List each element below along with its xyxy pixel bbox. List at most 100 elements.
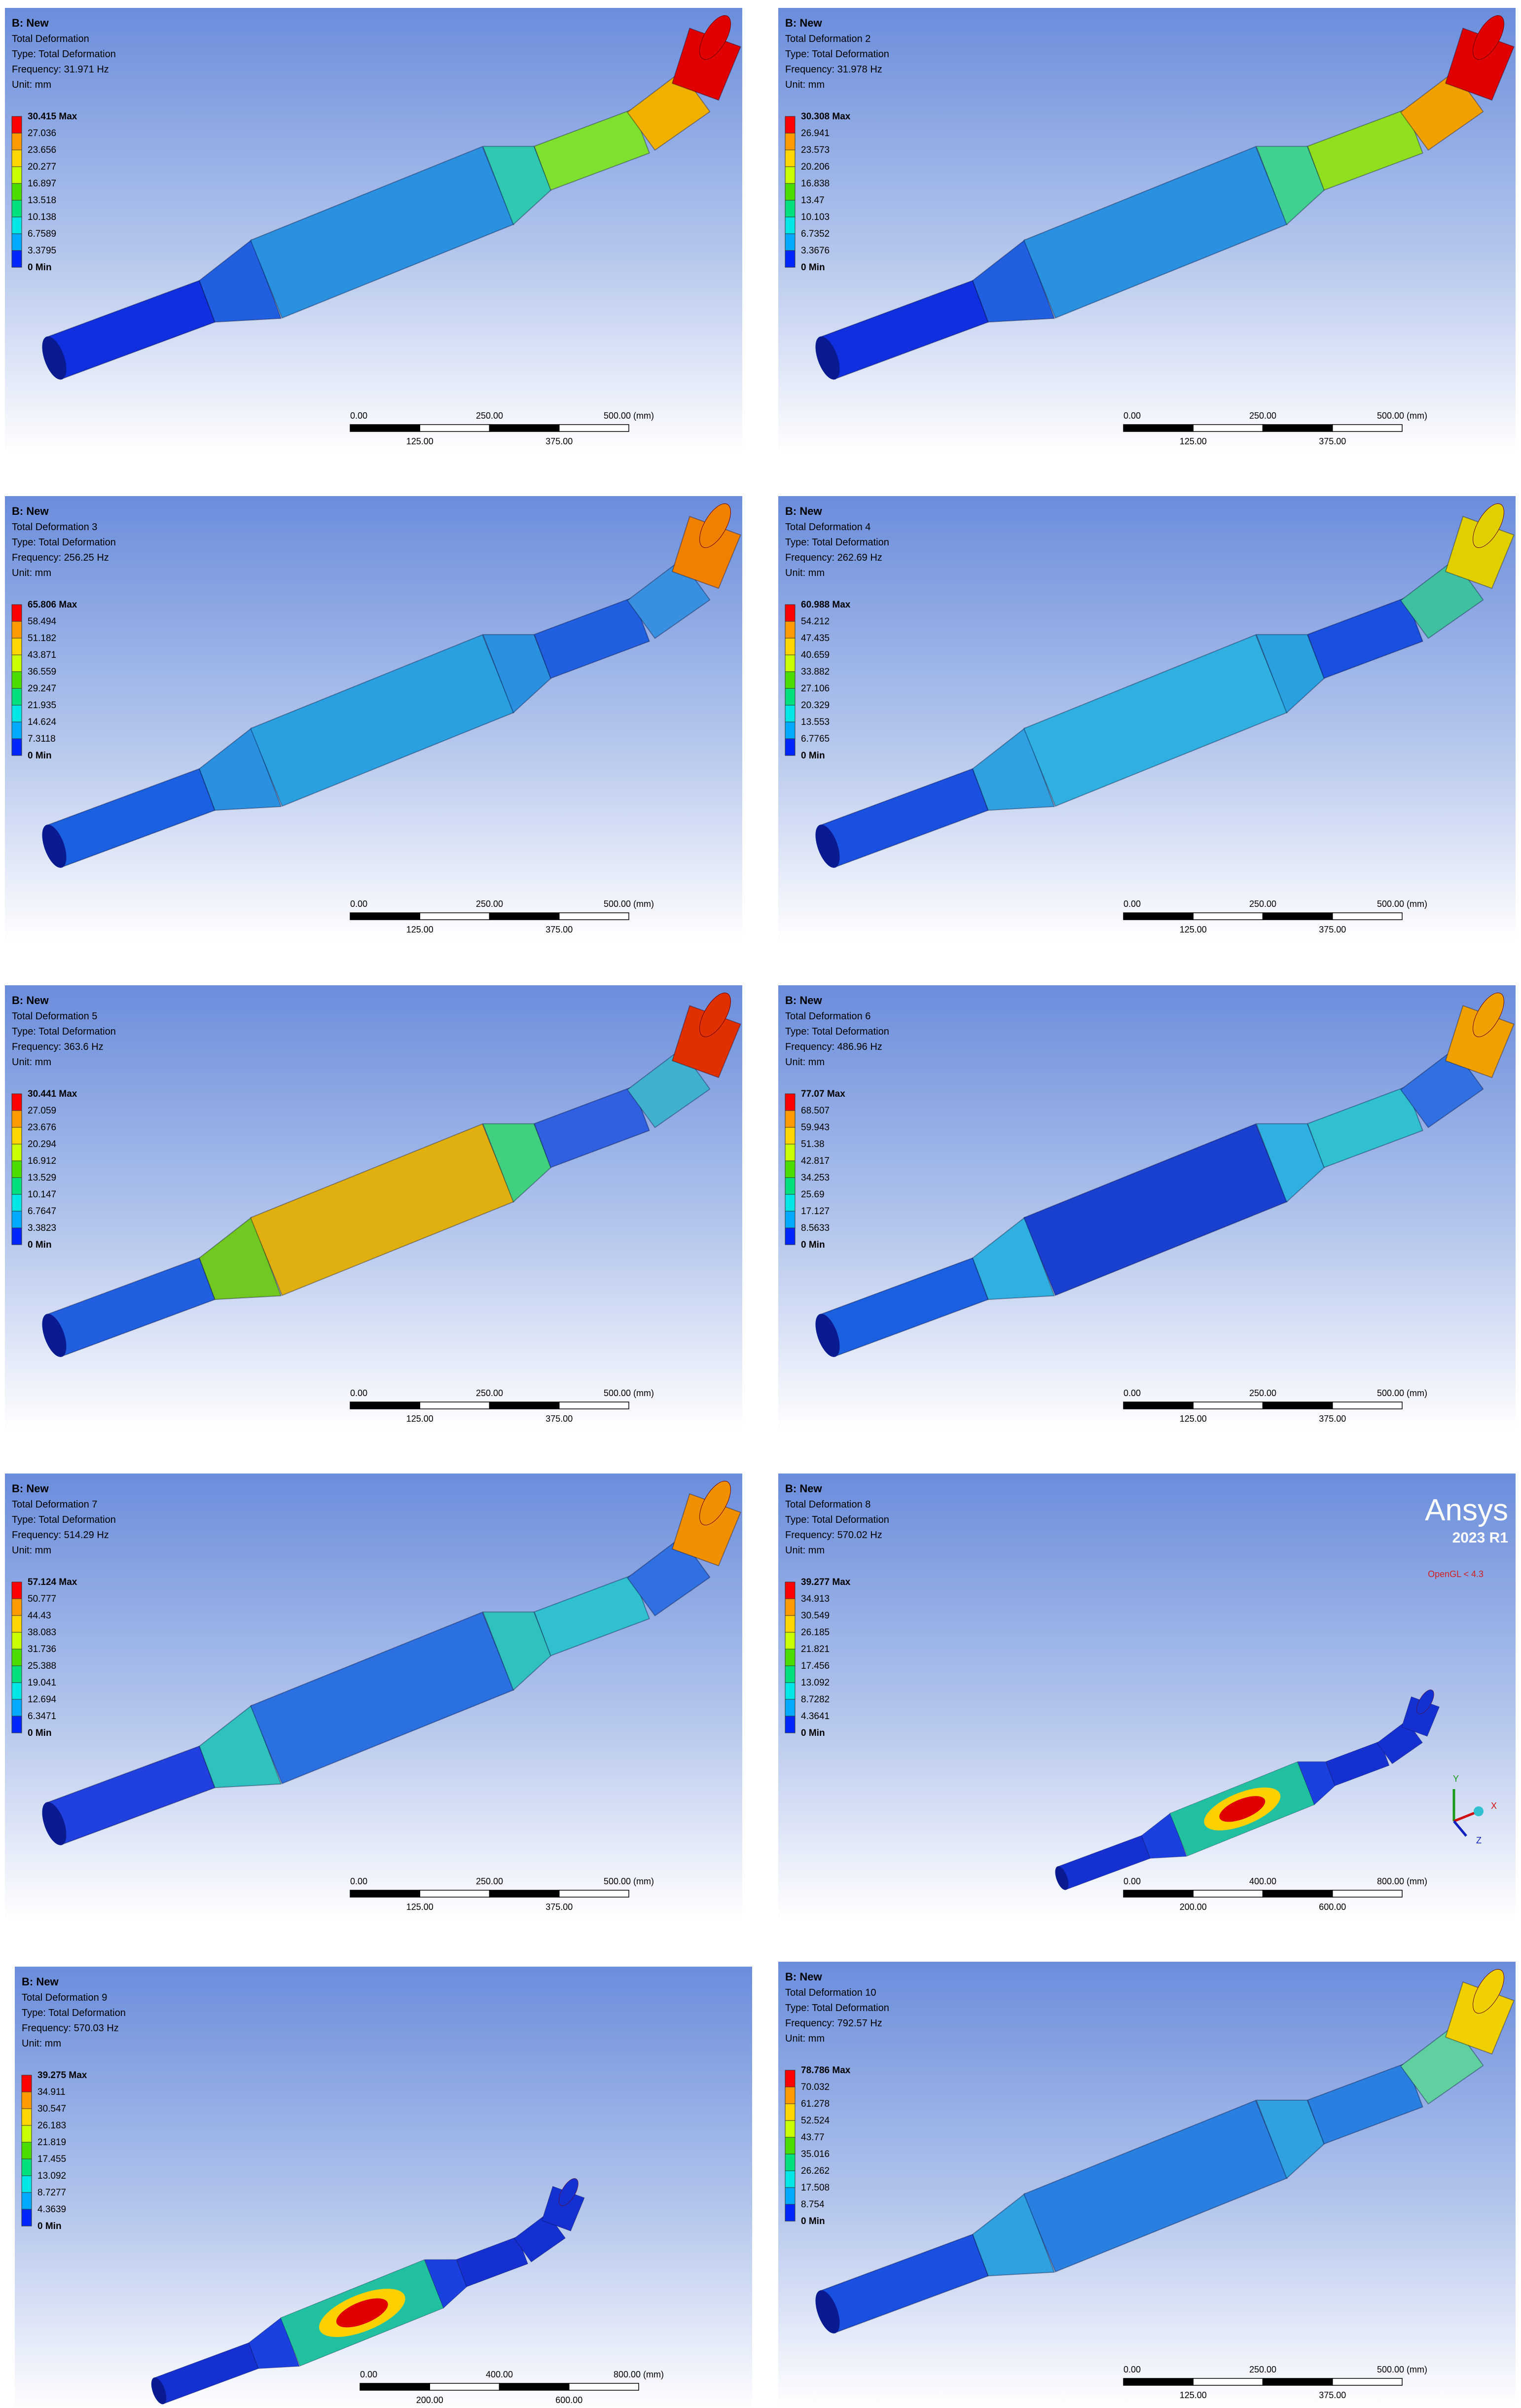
scale-bar-part bbox=[1262, 1402, 1333, 1409]
scale-label: 600.00 bbox=[1319, 1902, 1346, 1912]
background bbox=[15, 1967, 752, 2408]
scale-label: 500.00 (mm) bbox=[1377, 1388, 1427, 1398]
legend-swatch bbox=[785, 116, 796, 134]
legend-label: 39.275 Max bbox=[37, 2070, 87, 2081]
result-panel: B: New Total Deformation 7 Type: Total Def… bbox=[5, 1474, 742, 1920]
muffler-segment bbox=[1445, 28, 1515, 101]
result-title: B: New bbox=[12, 505, 49, 517]
muffler-segment bbox=[1445, 1005, 1515, 1078]
scale-label: 125.00 bbox=[406, 925, 434, 934]
legend-label: 34.911 bbox=[37, 2087, 66, 2097]
legend-swatch bbox=[11, 149, 22, 167]
scale-bar-part bbox=[1332, 912, 1403, 920]
result-info: Unit: mm bbox=[12, 79, 51, 90]
legend-swatch bbox=[785, 1160, 796, 1178]
legend-label: 3.3823 bbox=[28, 1223, 56, 1233]
legend-label: 20.294 bbox=[28, 1139, 57, 1150]
legend-label: 27.059 bbox=[28, 1106, 56, 1116]
scale-bar-part bbox=[1262, 912, 1333, 920]
legend-label: 13.092 bbox=[37, 2171, 66, 2181]
muffler bbox=[42, 15, 741, 380]
legend-swatch bbox=[11, 1699, 22, 1717]
result-info: Type: Total Deformation bbox=[785, 537, 889, 548]
scale-bar-part bbox=[1193, 1890, 1264, 1898]
scale-label: 0.00 bbox=[1123, 1876, 1141, 1886]
legend-swatch bbox=[11, 1632, 22, 1650]
hotspot bbox=[1219, 1796, 1266, 1822]
scale-label: 0.00 bbox=[1123, 899, 1141, 909]
muffler-segment bbox=[424, 2259, 468, 2308]
muffler-segment bbox=[250, 146, 514, 319]
legend-swatch bbox=[11, 621, 22, 639]
scale-label: 375.00 bbox=[1319, 1414, 1346, 1424]
legend-label: 0 Min bbox=[28, 751, 52, 761]
muffler-segment bbox=[672, 516, 741, 589]
legend-swatch bbox=[785, 2187, 796, 2205]
legend-swatch bbox=[11, 1682, 22, 1700]
result-info: Unit: mm bbox=[785, 2033, 825, 2044]
legend-label: 16.912 bbox=[28, 1156, 56, 1166]
scale-label: 250.00 bbox=[1249, 1388, 1276, 1398]
result-title: B: New bbox=[785, 1482, 822, 1495]
legend-label: 6.7647 bbox=[28, 1206, 56, 1217]
result-title: B: New bbox=[785, 17, 822, 29]
legend-label: 0 Min bbox=[801, 751, 825, 761]
legend-label: 6.3471 bbox=[28, 1711, 56, 1722]
result-info: Total Deformation 6 bbox=[785, 1011, 870, 1022]
scale-label: 250.00 bbox=[1249, 2365, 1276, 2374]
inlet-opening bbox=[815, 336, 840, 380]
scale-bar-part bbox=[489, 424, 560, 432]
viewport: B: New Total Deformation 6 Type: Total Def… bbox=[778, 985, 1516, 1432]
legend-label: 6.7352 bbox=[801, 229, 830, 239]
legend-label: 57.124 Max bbox=[28, 1577, 77, 1587]
legend-swatch bbox=[785, 2120, 796, 2138]
scale-bar-part bbox=[1123, 2378, 1194, 2386]
legend-label: 51.182 bbox=[28, 633, 56, 644]
legend-label: 30.547 bbox=[37, 2104, 66, 2114]
legend-swatch bbox=[785, 621, 796, 639]
legend-swatch bbox=[785, 654, 796, 672]
legend-swatch bbox=[11, 200, 22, 217]
scale-bar-part bbox=[1123, 912, 1194, 920]
legend-label: 8.7277 bbox=[37, 2188, 66, 2198]
result-panel: B: New Total Deformation 5 Type: Total Def… bbox=[5, 985, 742, 1432]
scale-label: 375.00 bbox=[545, 436, 573, 446]
inlet-opening bbox=[1055, 1866, 1069, 1890]
scale-bar-part bbox=[350, 424, 420, 432]
scale-bar-part bbox=[419, 424, 490, 432]
legend-label: 17.127 bbox=[801, 1206, 830, 1217]
viewport: B: New Total Deformation 2 Type: Total Def… bbox=[778, 8, 1516, 454]
scale-label: 375.00 bbox=[545, 1902, 573, 1912]
inlet-opening bbox=[42, 825, 67, 868]
legend-swatch bbox=[785, 1144, 796, 1161]
result-info: Total Deformation 4 bbox=[785, 522, 870, 533]
version: 2023 R1 bbox=[1452, 1530, 1508, 1546]
result-info: Frequency: 570.03 Hz bbox=[22, 2023, 119, 2034]
legend-swatch bbox=[21, 2175, 32, 2193]
legend-swatch bbox=[785, 705, 796, 722]
scale-label: 375.00 bbox=[1319, 925, 1346, 934]
legend-swatch bbox=[785, 1716, 796, 1733]
result-info: Unit: mm bbox=[785, 1545, 825, 1556]
muffler-segment bbox=[1256, 2099, 1325, 2179]
scale-label: 500.00 (mm) bbox=[604, 411, 654, 421]
result-info: Frequency: 514.29 Hz bbox=[12, 1530, 109, 1541]
muffler-segment bbox=[1401, 1696, 1440, 1737]
legend-label: 78.786 Max bbox=[801, 2065, 851, 2076]
result-info: Frequency: 486.96 Hz bbox=[785, 1042, 882, 1052]
scale-bar-part bbox=[1262, 2378, 1333, 2386]
result-panel: B: New Total Deformation 6 Type: Total Def… bbox=[778, 985, 1516, 1432]
scale-bar-part bbox=[1332, 2378, 1403, 2386]
legend-label: 0 Min bbox=[801, 262, 825, 273]
scale-label: 375.00 bbox=[1319, 2390, 1346, 2400]
scale-label: 250.00 bbox=[476, 1388, 503, 1398]
legend-label: 39.277 Max bbox=[801, 1577, 851, 1587]
scale-bar-part bbox=[559, 424, 629, 432]
outlet-opening bbox=[699, 992, 731, 1038]
result-panel: B: New Total Deformation 8 Type: Total Def… bbox=[778, 1474, 1516, 1920]
legend-swatch bbox=[785, 200, 796, 217]
legend-swatch bbox=[785, 604, 796, 622]
legend-label: 23.656 bbox=[28, 145, 56, 155]
axis-label: Y bbox=[1453, 1774, 1459, 1784]
legend-label: 16.838 bbox=[801, 179, 830, 189]
